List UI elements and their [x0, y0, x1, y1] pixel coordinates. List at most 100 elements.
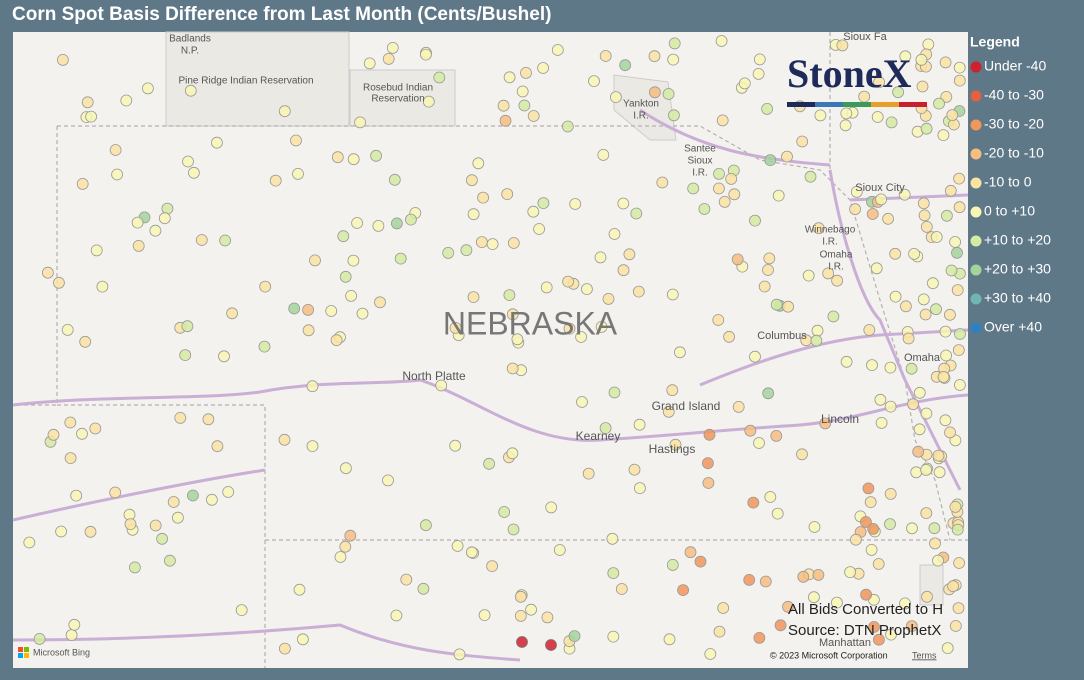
bid-dot: [884, 400, 897, 413]
bid-dot: [497, 99, 510, 112]
bid-dot: [937, 129, 950, 142]
bid-dot: [764, 491, 777, 503]
bid-dot: [744, 424, 757, 437]
bid-dot: [561, 120, 574, 133]
legend-title: Legend: [970, 34, 1020, 50]
place-label: Pine Ridge Indian Reservation: [178, 76, 313, 87]
bid-dot: [941, 642, 954, 654]
bid-dot: [345, 289, 358, 302]
bid-dot: [927, 277, 939, 290]
place-label: Hastings: [649, 442, 696, 456]
bid-dot: [76, 177, 89, 190]
bid-dot: [594, 251, 607, 264]
bid-dot: [922, 38, 935, 51]
logo-stripe: [899, 102, 927, 107]
place-label: Kearney: [576, 429, 621, 443]
place-label: Reservation: [371, 94, 424, 105]
bid-dot: [182, 155, 194, 168]
bid-dot: [186, 489, 199, 502]
place-label: Omaha: [904, 352, 941, 364]
legend-label[interactable]: Under -40: [984, 58, 1046, 74]
place-label: Omaha: [820, 250, 853, 261]
bid-dot: [588, 75, 600, 87]
legend-swatch[interactable]: [970, 177, 982, 189]
bid-dot: [55, 525, 67, 538]
bid-dot: [171, 511, 184, 524]
bid-dot: [702, 457, 714, 470]
bid-dot: [717, 602, 730, 614]
bid-dot: [404, 213, 417, 226]
bid-dot: [954, 379, 966, 391]
bid-dot: [944, 426, 956, 439]
legend-label[interactable]: -20 to -10: [984, 145, 1044, 161]
bid-dot: [753, 53, 766, 66]
dots: [23, 35, 966, 661]
bid-dot: [433, 71, 446, 84]
bid-dot: [339, 270, 352, 283]
road: [639, 108, 831, 167]
bid-dot: [545, 639, 557, 651]
bid-dot: [949, 620, 962, 632]
bid-dot: [716, 114, 729, 127]
bid-dot: [597, 148, 610, 161]
bid-dot: [205, 493, 218, 506]
legend-swatch[interactable]: [970, 293, 982, 305]
bid-dot: [537, 62, 549, 74]
bid-dot: [839, 119, 852, 132]
bid-dot: [141, 82, 154, 95]
bid-dot: [76, 427, 88, 440]
bid-dot: [325, 305, 338, 317]
legend-label[interactable]: -30 to -20: [984, 116, 1044, 132]
legend-label[interactable]: -40 to -30: [984, 87, 1044, 103]
bid-dot: [179, 349, 192, 362]
legend-swatch[interactable]: [970, 322, 982, 334]
legend-swatch[interactable]: [970, 264, 982, 276]
bid-dot: [892, 86, 904, 99]
bid-dot: [944, 184, 957, 197]
bid-dot: [344, 529, 357, 542]
bid-dot: [541, 611, 554, 624]
bid-dot: [442, 246, 455, 259]
place-label: I.R.: [633, 111, 649, 122]
bid-dot: [602, 292, 615, 305]
legend-swatch[interactable]: [970, 235, 982, 247]
legend-label[interactable]: +30 to +40: [984, 290, 1051, 306]
bid-dot: [374, 296, 386, 309]
legend-label[interactable]: Over +40: [984, 319, 1042, 335]
legend-swatch[interactable]: [970, 61, 982, 73]
bid-dot: [796, 135, 809, 148]
bid-dot: [910, 466, 923, 479]
legend-label[interactable]: +10 to +20: [984, 232, 1051, 248]
bid-dot: [850, 185, 863, 198]
legend-label[interactable]: -10 to 0: [984, 174, 1032, 190]
bid-dot: [330, 334, 343, 347]
bid-dot: [47, 428, 60, 441]
legend-swatch[interactable]: [970, 206, 982, 218]
bid-dot: [822, 267, 835, 280]
bid-dot: [866, 208, 879, 220]
legend-label[interactable]: 0 to +10: [984, 203, 1035, 219]
bid-dot: [158, 212, 171, 225]
provider: Microsoft Bing: [33, 647, 90, 657]
legend-swatch[interactable]: [970, 119, 982, 131]
logo-stripe: [843, 102, 871, 107]
bid-dot: [921, 590, 933, 603]
legend-swatch[interactable]: [970, 148, 982, 160]
bid-dot: [840, 107, 853, 120]
bid-dot: [812, 222, 825, 235]
terms-link[interactable]: Terms: [912, 650, 937, 660]
map[interactable]: Badlands N.P. Pine Ridge Indian Reservat…: [12, 31, 969, 668]
legend-label[interactable]: +20 to +30: [984, 261, 1051, 277]
bid-dot: [953, 201, 966, 214]
bid-dot: [772, 189, 785, 202]
bid-dot: [195, 234, 208, 246]
bid-dot: [499, 114, 512, 127]
bid-dot: [920, 220, 933, 233]
bid-dot: [128, 561, 141, 574]
bid-dot: [460, 244, 473, 257]
bid-dot: [615, 583, 628, 595]
bid-dot: [951, 284, 964, 297]
legend-swatch[interactable]: [970, 90, 982, 102]
bid-dot: [868, 621, 880, 633]
bid-dot: [666, 288, 679, 301]
